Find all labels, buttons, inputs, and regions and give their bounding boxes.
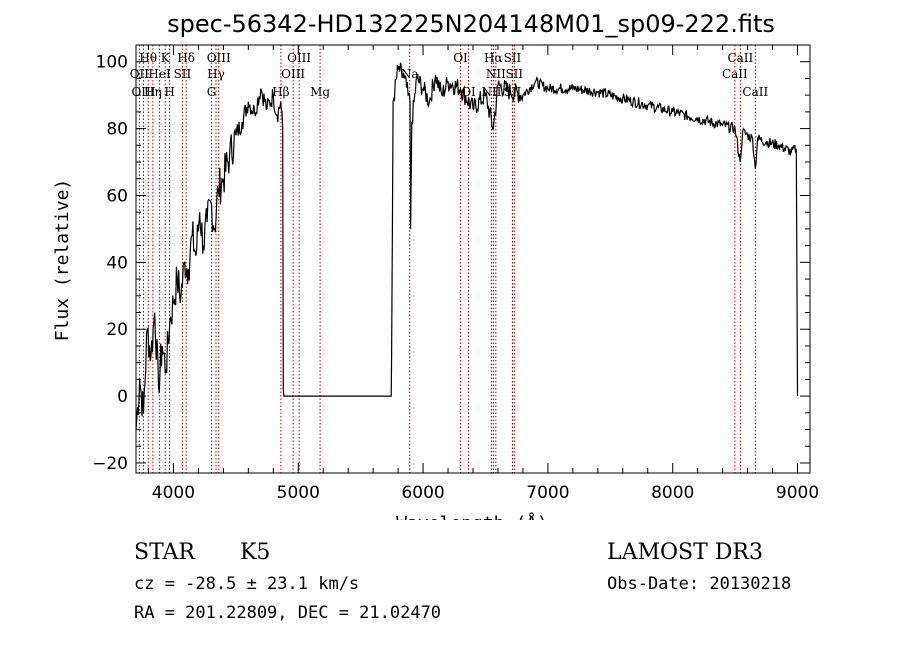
marker-label: CaII [742,85,768,99]
marker-label: OIII [281,67,305,81]
marker-label: HeI [148,67,171,81]
y-tick-label: −20 [92,454,128,474]
x-tick-label: 4000 [152,483,195,503]
y-tick-label: 20 [106,320,128,340]
y-tick-label: 40 [106,253,128,273]
coordinates-readout: RA = 201.22809, DEC = 21.02470 [134,603,442,623]
marker-label: Hα [484,51,503,65]
object-class: STAR [134,540,195,565]
y-axis-label: Flux (relative) [52,179,73,342]
y-tick-label: 100 [96,53,128,73]
marker-label: CaII [722,67,748,81]
x-tick-label: 9000 [776,483,819,503]
x-tick-label: 5000 [277,483,320,503]
marker-label: OI [453,51,468,65]
axis-tick-labels: 4000 5000 6000 7000 8000 9000 −20 0 20 40 60 80 100 [92,53,819,503]
marker-label: SII [505,67,523,81]
marker-label: Mg [310,85,330,99]
spectrum-line [135,62,799,430]
redshift-readout: cz = -28.5 ± 23.1 km/s [134,574,360,594]
marker-label: CaII [727,51,753,65]
y-tick-label: 80 [106,120,128,140]
marker-label: Hδ [177,51,195,65]
line-markers [138,45,756,473]
marker-label: SII [504,51,522,65]
marker-label: Hθ [139,51,157,65]
marker-label: SII [174,67,192,81]
x-tick-label: 8000 [651,483,694,503]
y-tick-label: 60 [106,186,128,206]
marker-label: OIII [207,51,231,65]
axis-ticks [136,45,810,473]
marker-label: H [164,85,174,99]
marker-label: Hβ [272,85,289,99]
x-axis-label: Wavelength (Å) [396,512,548,520]
survey-name: LAMOST DR3 [607,540,763,565]
marker-label: Hη [144,85,162,99]
marker-label: K [161,51,171,65]
spectrum-chart: spec-56342-HD132225N204148M01_sp09-222.f… [52,10,819,520]
marker-label: NII [486,67,506,81]
marker-label: OII [130,67,150,81]
x-tick-label: 6000 [401,483,444,503]
y-tick-label: 0 [117,387,128,407]
observation-date: Obs-Date: 20130218 [607,574,792,594]
spectral-subclass: K5 [240,540,271,565]
x-tick-label: 7000 [526,483,569,503]
marker-label: Hγ [207,67,225,81]
marker-label: OIII [287,51,311,65]
marker-label: G [207,85,217,99]
chart-title: spec-56342-HD132225N204148M01_sp09-222.f… [167,10,775,38]
